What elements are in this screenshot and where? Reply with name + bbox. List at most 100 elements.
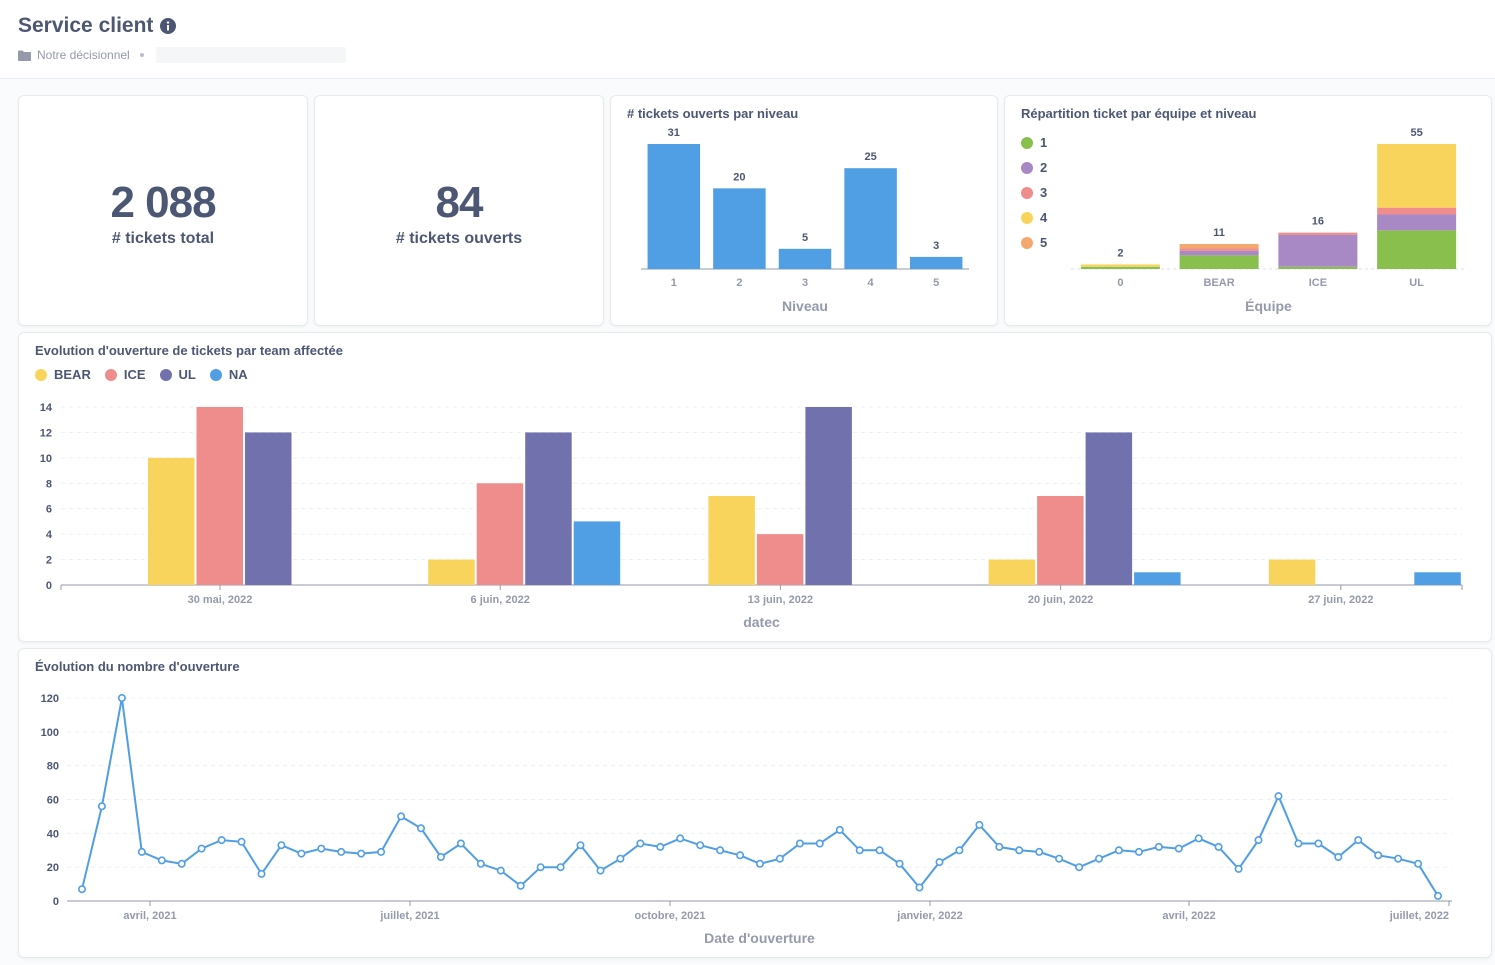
legend-label: BEAR — [54, 367, 91, 382]
x-tick-label: juillet, 2022 — [1389, 910, 1449, 922]
total-tickets-label: # tickets total — [111, 230, 215, 247]
data-point — [556, 863, 565, 872]
card-weekly-by-team[interactable]: Evolution d'ouverture de tickets par tea… — [18, 332, 1492, 642]
data-point — [596, 866, 605, 875]
x-tick-label: 30 mai, 2022 — [188, 594, 253, 606]
legend-item[interactable]: 2 — [1021, 155, 1047, 180]
bar — [1414, 572, 1461, 585]
stacked-bar-segment — [1179, 248, 1259, 251]
y-tick-label: 100 — [41, 727, 59, 739]
x-tick-label: ICE — [1309, 277, 1327, 289]
stacked-bar-segment — [1377, 207, 1457, 215]
data-point — [1374, 851, 1383, 860]
x-tick-label: 3 — [802, 277, 808, 289]
chart-title[interactable]: # tickets ouverts par niveau — [627, 106, 799, 121]
legend-item[interactable]: NA — [209, 367, 248, 382]
legend-swatch — [159, 368, 172, 381]
total-tickets-value: 2 088 — [110, 178, 216, 227]
stacked-bar-segment — [1179, 250, 1259, 256]
data-point — [317, 844, 326, 853]
card-opening-timeline[interactable]: Évolution du nombre d'ouverture 0 20 40 60 8… — [18, 648, 1492, 958]
data-point — [117, 693, 126, 702]
data-point — [1194, 834, 1203, 843]
card-open-tickets[interactable]: 84 # tickets ouverts — [314, 95, 604, 326]
data-point — [1114, 846, 1123, 855]
breadcrumb-separator — [139, 53, 144, 57]
data-point — [775, 854, 784, 863]
stacked-bar-segment — [1179, 244, 1259, 249]
data-point — [875, 846, 884, 855]
data-point — [995, 842, 1004, 851]
card-total-tickets[interactable]: 2 088 # tickets total — [18, 95, 308, 326]
data-point — [1314, 839, 1323, 848]
data-point — [1134, 847, 1143, 856]
data-point — [337, 847, 346, 856]
x-tick-label: 1 — [671, 277, 677, 289]
legend-item[interactable]: ICE — [104, 367, 146, 382]
data-label: 20 — [733, 171, 745, 183]
data-point — [1174, 844, 1183, 853]
data-point — [1274, 792, 1283, 801]
stacked-bar-segment — [1377, 214, 1457, 231]
data-point — [1075, 863, 1084, 872]
data-point — [955, 846, 964, 855]
chart-title[interactable]: Evolution d'ouverture de tickets par tea… — [35, 343, 343, 358]
data-point — [416, 824, 425, 833]
bar — [476, 483, 524, 585]
data-point — [576, 841, 585, 850]
y-tick-label: 0 — [53, 896, 59, 908]
card-team-level-breakdown[interactable]: Répartition ticket par équipe et niveau … — [1004, 95, 1492, 326]
stacked-bar-segment — [1377, 230, 1457, 269]
data-label: 31 — [668, 127, 680, 139]
legend-swatch — [1021, 136, 1033, 149]
data-point — [676, 834, 685, 843]
legend-swatch — [104, 368, 117, 381]
breadcrumb-folder-link[interactable]: Notre décisionnel — [37, 48, 130, 62]
legend-item[interactable]: 1 — [1021, 130, 1047, 155]
y-tick-label: 14 — [40, 402, 53, 414]
open-tickets-label: # tickets ouverts — [395, 230, 523, 247]
bar — [1037, 496, 1084, 585]
chart-title[interactable]: Évolution du nombre d'ouverture — [35, 659, 240, 674]
chart-title[interactable]: Répartition ticket par équipe et niveau — [1021, 106, 1257, 121]
data-point — [1354, 836, 1363, 845]
data-point — [835, 825, 844, 834]
legend-label: 2 — [1040, 160, 1048, 175]
bar — [148, 457, 195, 585]
x-tick-label: 0 — [1117, 277, 1123, 289]
y-tick-label: 8 — [46, 478, 52, 490]
data-point — [755, 859, 764, 868]
x-tick-label: 5 — [933, 277, 939, 289]
legend-swatch — [1021, 211, 1033, 224]
y-tick-label: 6 — [46, 504, 52, 516]
legend-item[interactable]: 4 — [1021, 205, 1047, 230]
info-icon[interactable] — [160, 18, 176, 34]
open-tickets-value: 84 — [435, 178, 484, 227]
legend-label: ICE — [123, 367, 146, 382]
data-label: 25 — [864, 151, 876, 163]
stacked-bar-segment — [1278, 234, 1358, 267]
legend-item[interactable]: 3 — [1021, 180, 1047, 205]
folder-icon — [18, 50, 31, 61]
data-point — [177, 859, 186, 868]
x-axis-title: Niveau — [782, 298, 828, 314]
bar — [805, 407, 852, 585]
legend-label: 5 — [1040, 235, 1048, 250]
bar — [713, 188, 766, 269]
data-label: 2 — [1117, 247, 1123, 259]
x-tick-label: 2 — [736, 277, 742, 289]
data-point — [516, 881, 525, 890]
data-point — [456, 839, 465, 848]
legend-label: UL — [178, 367, 196, 382]
legend-item[interactable]: BEAR — [35, 367, 91, 382]
x-tick-label: BEAR — [1204, 277, 1235, 289]
card-tickets-by-level[interactable]: # tickets ouverts par niveau 31 1 20 2 5 3 25 4… — [610, 95, 998, 326]
data-point — [716, 846, 725, 855]
x-tick-label: janvier, 2022 — [896, 910, 962, 922]
x-tick-label: juillet, 2021 — [379, 910, 439, 922]
legend-item[interactable]: 5 — [1021, 230, 1047, 255]
legend-item[interactable]: UL — [159, 367, 196, 382]
data-point — [1095, 854, 1104, 863]
data-point — [377, 847, 386, 856]
data-point — [915, 883, 924, 892]
